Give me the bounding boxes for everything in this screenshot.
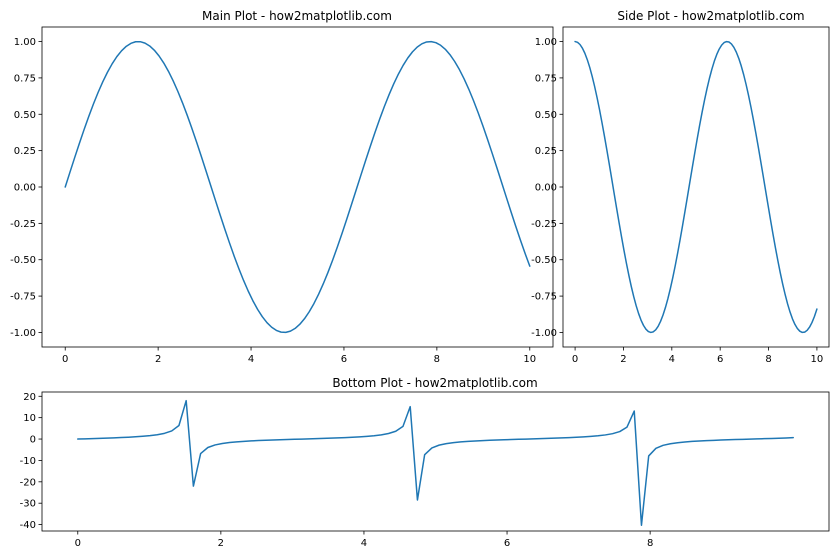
side-y-tick-label: 0.00 bbox=[535, 183, 557, 194]
side-plot: Side Plot - how2matplotlib.com 0 2 4 6 8 10 1.… bbox=[531, 9, 830, 365]
main-y-tick-label: -1.00 bbox=[10, 328, 36, 339]
side-series-line bbox=[574, 40, 818, 334]
main-y-tick-label: -0.75 bbox=[10, 292, 36, 303]
main-x-tick-label: 0 bbox=[62, 354, 68, 365]
bottom-x-tick-label: 0 bbox=[75, 538, 81, 549]
main-y-tick-label: -0.25 bbox=[10, 219, 36, 230]
bottom-x-tick-label: 4 bbox=[361, 538, 367, 549]
side-x-tick-label: 2 bbox=[620, 354, 626, 365]
main-x-tick-label: 10 bbox=[523, 354, 536, 365]
side-axes-frame bbox=[562, 26, 830, 348]
bottom-y-tick-label: -20 bbox=[20, 477, 36, 488]
bottom-series-line bbox=[77, 399, 794, 526]
main-x-tick-label: 6 bbox=[341, 354, 347, 365]
bottom-x-tick-label: 6 bbox=[504, 538, 510, 549]
side-x-tick-label: 10 bbox=[811, 354, 824, 365]
main-y-tick-label: 0.75 bbox=[14, 73, 36, 84]
side-x-tick-label: 8 bbox=[765, 354, 771, 365]
side-y-tick-label: -0.75 bbox=[531, 292, 557, 303]
side-x-tick-label: 4 bbox=[669, 354, 675, 365]
bottom-y-tick-label: 10 bbox=[23, 413, 36, 424]
main-series-line bbox=[64, 40, 531, 334]
main-x-tick-label: 4 bbox=[248, 354, 254, 365]
side-y-tick-label: 1.00 bbox=[535, 37, 557, 48]
main-y-tick-label: 0.00 bbox=[14, 183, 36, 194]
bottom-y-tick-label: -30 bbox=[20, 499, 36, 510]
bottom-y-tick-label: -10 bbox=[20, 456, 36, 467]
side-y-tick-label: 0.50 bbox=[535, 110, 557, 121]
side-y-tick-label: -0.50 bbox=[531, 255, 557, 266]
main-y-tick-label: -0.50 bbox=[10, 255, 36, 266]
bottom-x-tick-label: 8 bbox=[647, 538, 653, 549]
bottom-plot-title: Bottom Plot - how2matplotlib.com bbox=[332, 376, 537, 390]
side-plot-title: Side Plot - how2matplotlib.com bbox=[617, 9, 804, 23]
bottom-y-tick-label: 0 bbox=[30, 435, 36, 446]
side-x-tick-label: 0 bbox=[572, 354, 578, 365]
side-y-tick-label: 0.75 bbox=[535, 73, 557, 84]
bottom-y-tick-label: -40 bbox=[20, 520, 36, 531]
main-axes-frame bbox=[41, 26, 554, 348]
bottom-axes-frame bbox=[41, 391, 830, 532]
bottom-y-tick-label: 20 bbox=[23, 392, 36, 403]
main-x-tick-label: 8 bbox=[434, 354, 440, 365]
side-x-tick-label: 6 bbox=[717, 354, 723, 365]
side-y-tick-label: -1.00 bbox=[531, 328, 557, 339]
bottom-x-tick-label: 2 bbox=[218, 538, 224, 549]
main-y-tick-label: 0.50 bbox=[14, 110, 36, 121]
main-plot-title: Main Plot - how2matplotlib.com bbox=[202, 9, 392, 23]
side-y-tick-label: 0.25 bbox=[535, 146, 557, 157]
side-y-tick-label: -0.25 bbox=[531, 219, 557, 230]
main-plot: Main Plot - how2matplotlib.com 0 2 4 6 8 10 1.… bbox=[10, 9, 554, 365]
main-y-tick-label: 0.25 bbox=[14, 146, 36, 157]
main-x-tick-label: 2 bbox=[155, 354, 161, 365]
bottom-plot: Bottom Plot - how2matplotlib.com 0 2 4 6 8 20… bbox=[20, 376, 830, 549]
main-y-tick-label: 1.00 bbox=[14, 37, 36, 48]
